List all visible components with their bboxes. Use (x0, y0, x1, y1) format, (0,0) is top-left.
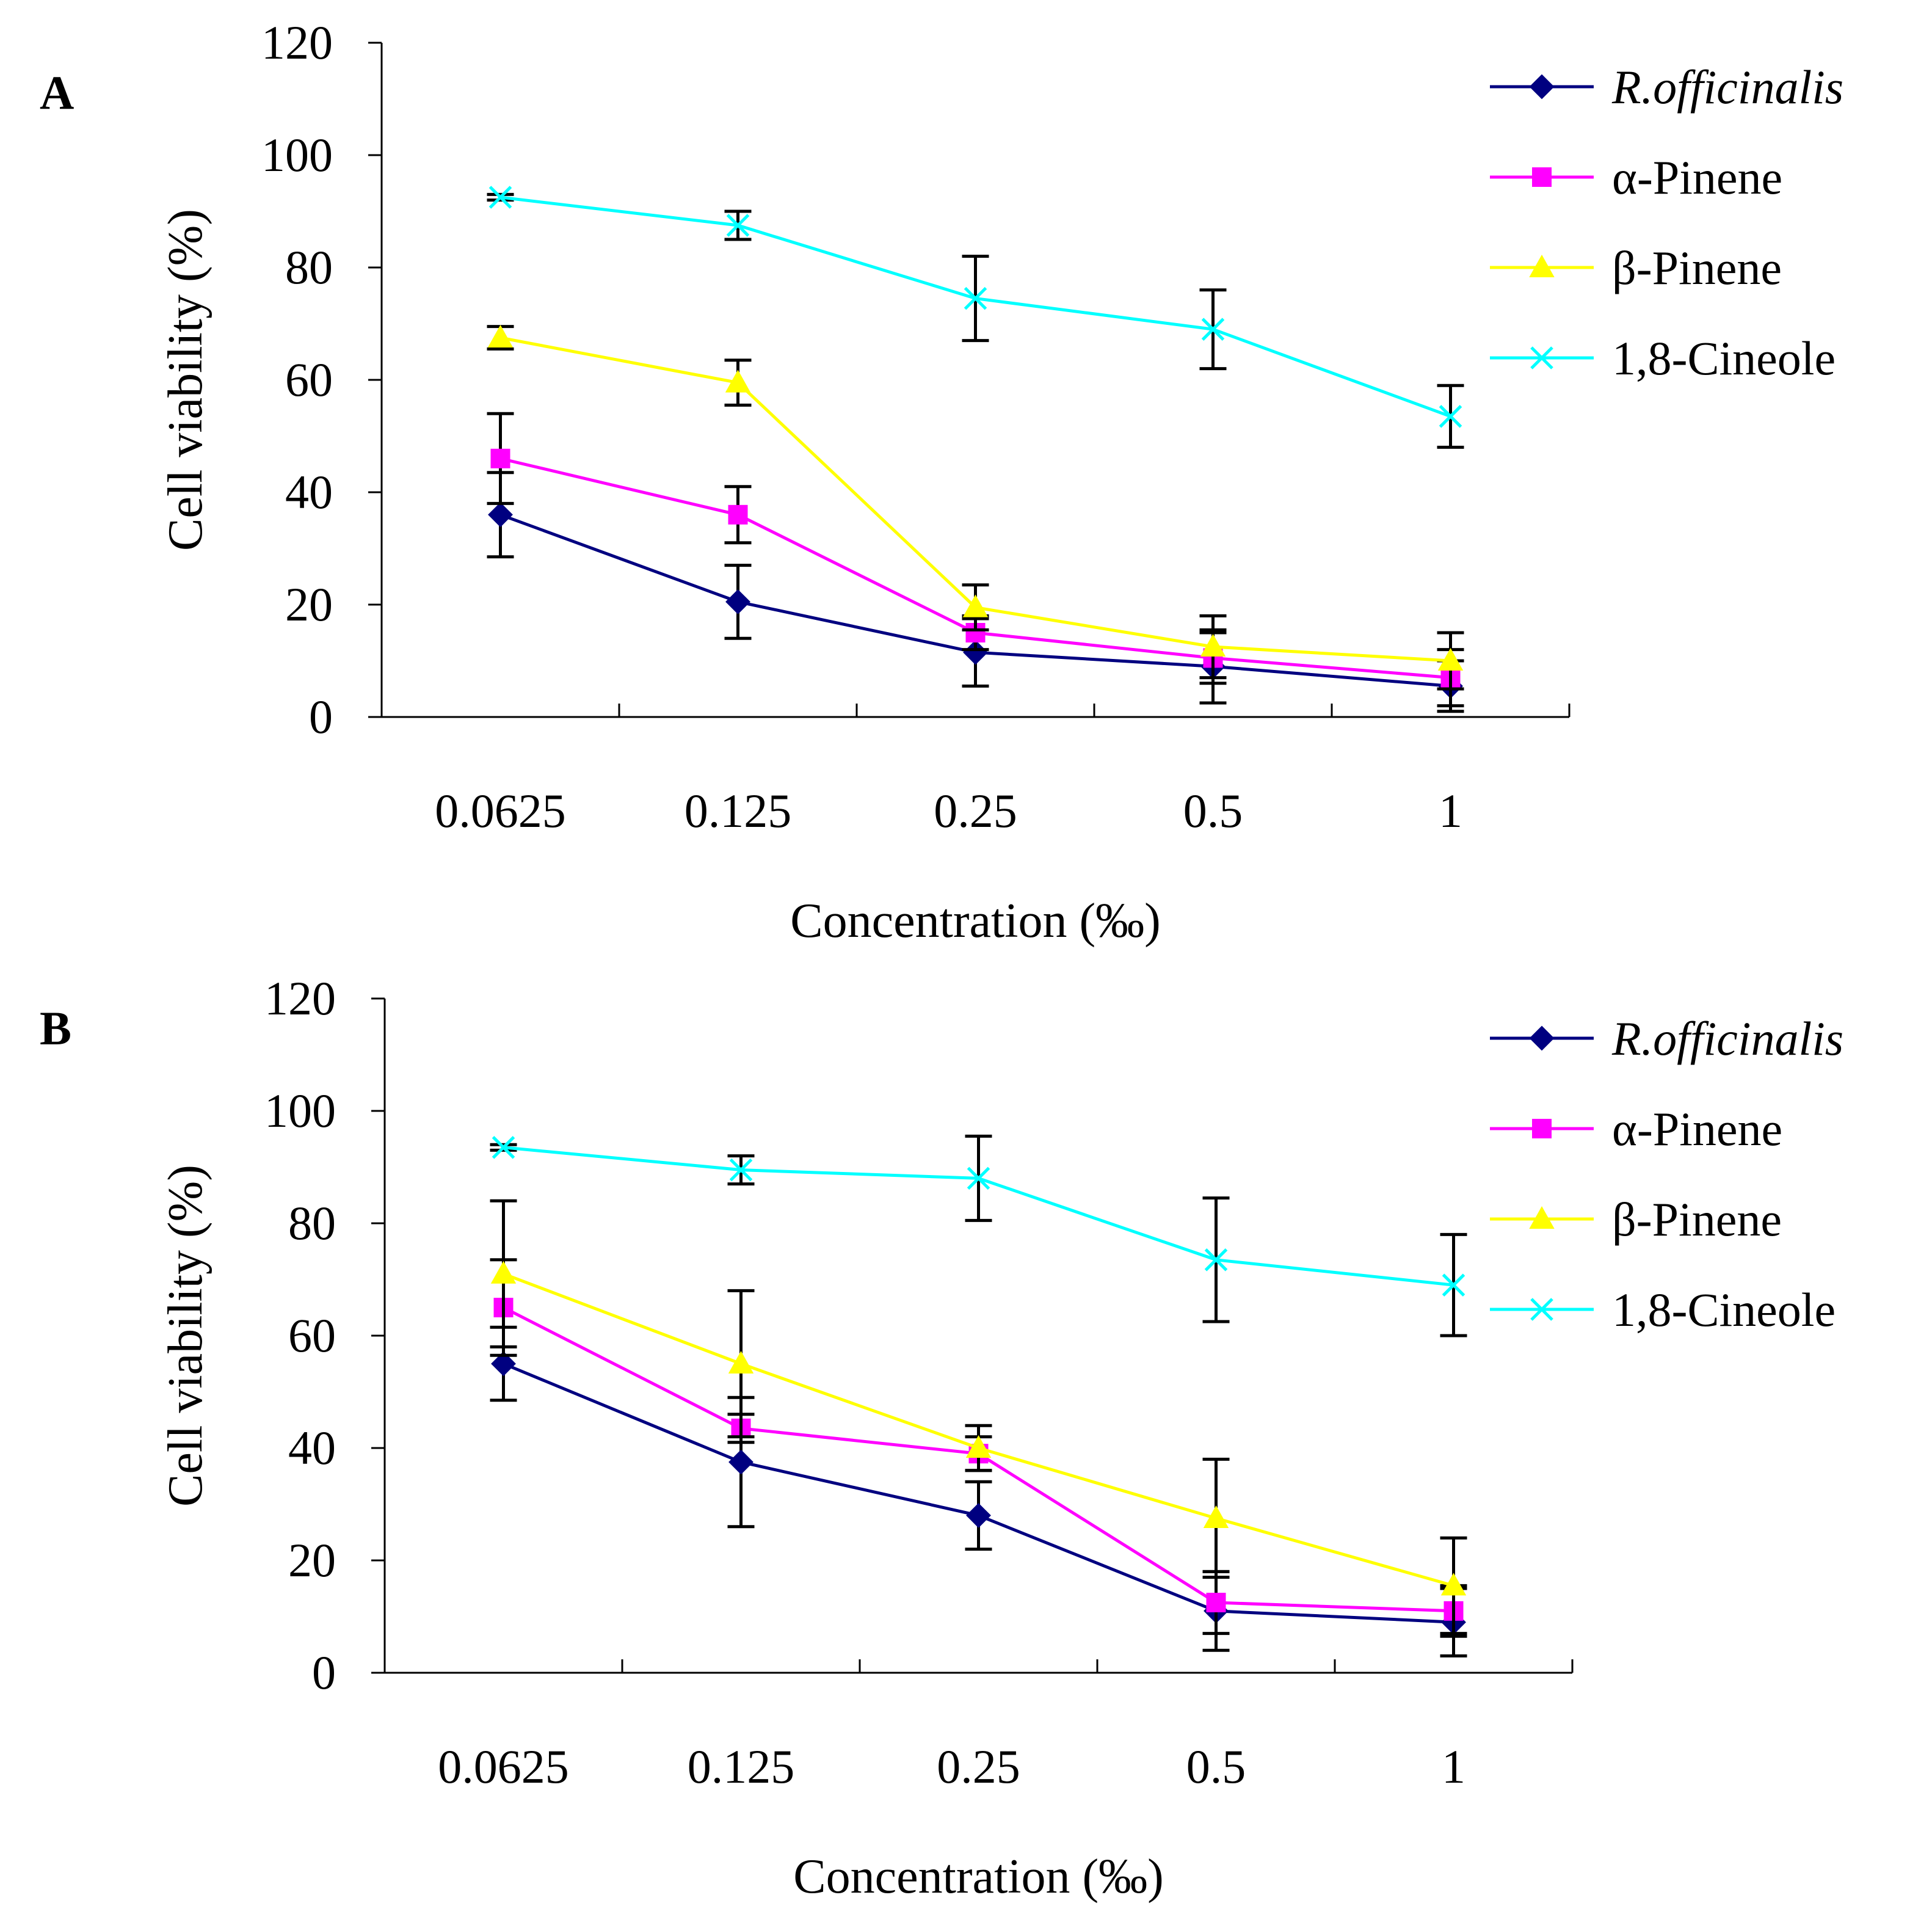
data-point (1439, 405, 1462, 428)
y-tick-label: 120 (264, 972, 336, 1025)
y-tick-label: 40 (285, 465, 333, 519)
legend-label: α-Pinene (1612, 151, 1782, 204)
legend-label: R.officinalis (1611, 1012, 1843, 1065)
y-tick-label: 120 (261, 16, 333, 69)
legend-label: 1,8-Cineole (1612, 332, 1836, 385)
y-tick-label: 20 (285, 578, 333, 631)
legend-label: 1,8-Cineole (1612, 1283, 1836, 1336)
data-point (728, 1449, 754, 1475)
x-tick-label: 0.25 (937, 1740, 1020, 1793)
data-point (962, 594, 989, 617)
legend-marker (1532, 167, 1552, 187)
x-axis-title: Concentration (‰) (790, 894, 1160, 948)
data-point (488, 186, 512, 209)
x-tick-label: 1 (1442, 1740, 1465, 1793)
data-point (491, 1351, 516, 1377)
y-tick-label: 0 (309, 690, 333, 743)
legend-marker (1530, 346, 1553, 369)
x-tick-label: 0.125 (688, 1740, 795, 1793)
data-point (1437, 647, 1464, 671)
chart-panel-b: B 0 20 40 60 80 100 120 0.0625 0.125 0.25 0.5 1 Conce… (40, 972, 1843, 1904)
y-tick-label: 20 (288, 1534, 336, 1587)
data-point (492, 1136, 515, 1159)
data-point (964, 286, 987, 310)
legend-label: R.officinalis (1611, 60, 1843, 114)
legend-marker (1529, 74, 1555, 100)
legend: R.officinalis α-Pinene β-Pinene 1,8-Cineole (1490, 60, 1843, 385)
x-tick-label: 0.25 (934, 784, 1017, 837)
data-point (1200, 633, 1226, 657)
x-tick-label: 0.0625 (435, 784, 566, 837)
data-point (965, 1435, 992, 1458)
legend-marker (1529, 254, 1555, 277)
y-tick-label: 80 (285, 241, 333, 294)
data-point (725, 589, 750, 614)
data-point (1203, 1505, 1229, 1528)
legend-label: α-Pinene (1612, 1102, 1782, 1155)
data-point (1204, 1248, 1228, 1272)
x-tick-label: 0.0625 (438, 1740, 569, 1793)
series-x (490, 1134, 1467, 1337)
legend-marker (1532, 1119, 1552, 1138)
data-point (966, 1502, 991, 1528)
legend-marker (1529, 1025, 1555, 1051)
x-tick-label: 0.125 (685, 784, 792, 837)
y-axis-title: Cell viability (%) (159, 209, 212, 551)
data-point (728, 1350, 754, 1374)
y-tick-label: 40 (288, 1421, 336, 1474)
legend-label: β-Pinene (1612, 1193, 1782, 1246)
x-tick-label: 0.5 (1183, 784, 1243, 837)
data-point (728, 504, 748, 525)
y-tick-label: 80 (288, 1196, 336, 1250)
data-point (967, 1166, 990, 1190)
legend-marker (1530, 1298, 1553, 1321)
y-tick-label: 60 (285, 353, 333, 406)
data-point (726, 214, 750, 237)
y-tick-label: 0 (312, 1646, 336, 1699)
data-point (729, 1158, 753, 1182)
legend-label: β-Pinene (1612, 241, 1782, 294)
x-tick-label: 1 (1439, 784, 1462, 837)
series-triangle (490, 1199, 1467, 1636)
series-triangle (487, 324, 1464, 691)
data-point (1206, 1593, 1226, 1612)
data-point (488, 502, 513, 528)
chart-panel-a: A 0 20 40 60 80 100 120 0.0625 0.125 0.25 0.5 1 Conce… (40, 16, 1843, 948)
data-point (1440, 1573, 1467, 1596)
y-tick-label: 60 (288, 1309, 336, 1362)
data-point (1442, 1273, 1465, 1297)
data-point (1201, 318, 1225, 341)
y-axis-title: Cell viability (%) (159, 1165, 212, 1507)
y-tick-label: 100 (261, 128, 333, 181)
data-point (725, 369, 751, 393)
data-point (490, 448, 510, 468)
x-axis-title: Concentration (‰) (793, 1850, 1163, 1904)
series-x (487, 186, 1464, 449)
x-tick-label: 0.5 (1186, 1740, 1246, 1793)
legend-marker (1529, 1206, 1555, 1229)
legend: R.officinalis α-Pinene β-Pinene 1,8-Cineole (1490, 1012, 1843, 1336)
panel-label: A (40, 66, 74, 119)
data-point (487, 324, 514, 348)
data-point (490, 1261, 517, 1284)
panel-label: B (40, 1002, 71, 1055)
y-tick-label: 100 (264, 1084, 336, 1137)
